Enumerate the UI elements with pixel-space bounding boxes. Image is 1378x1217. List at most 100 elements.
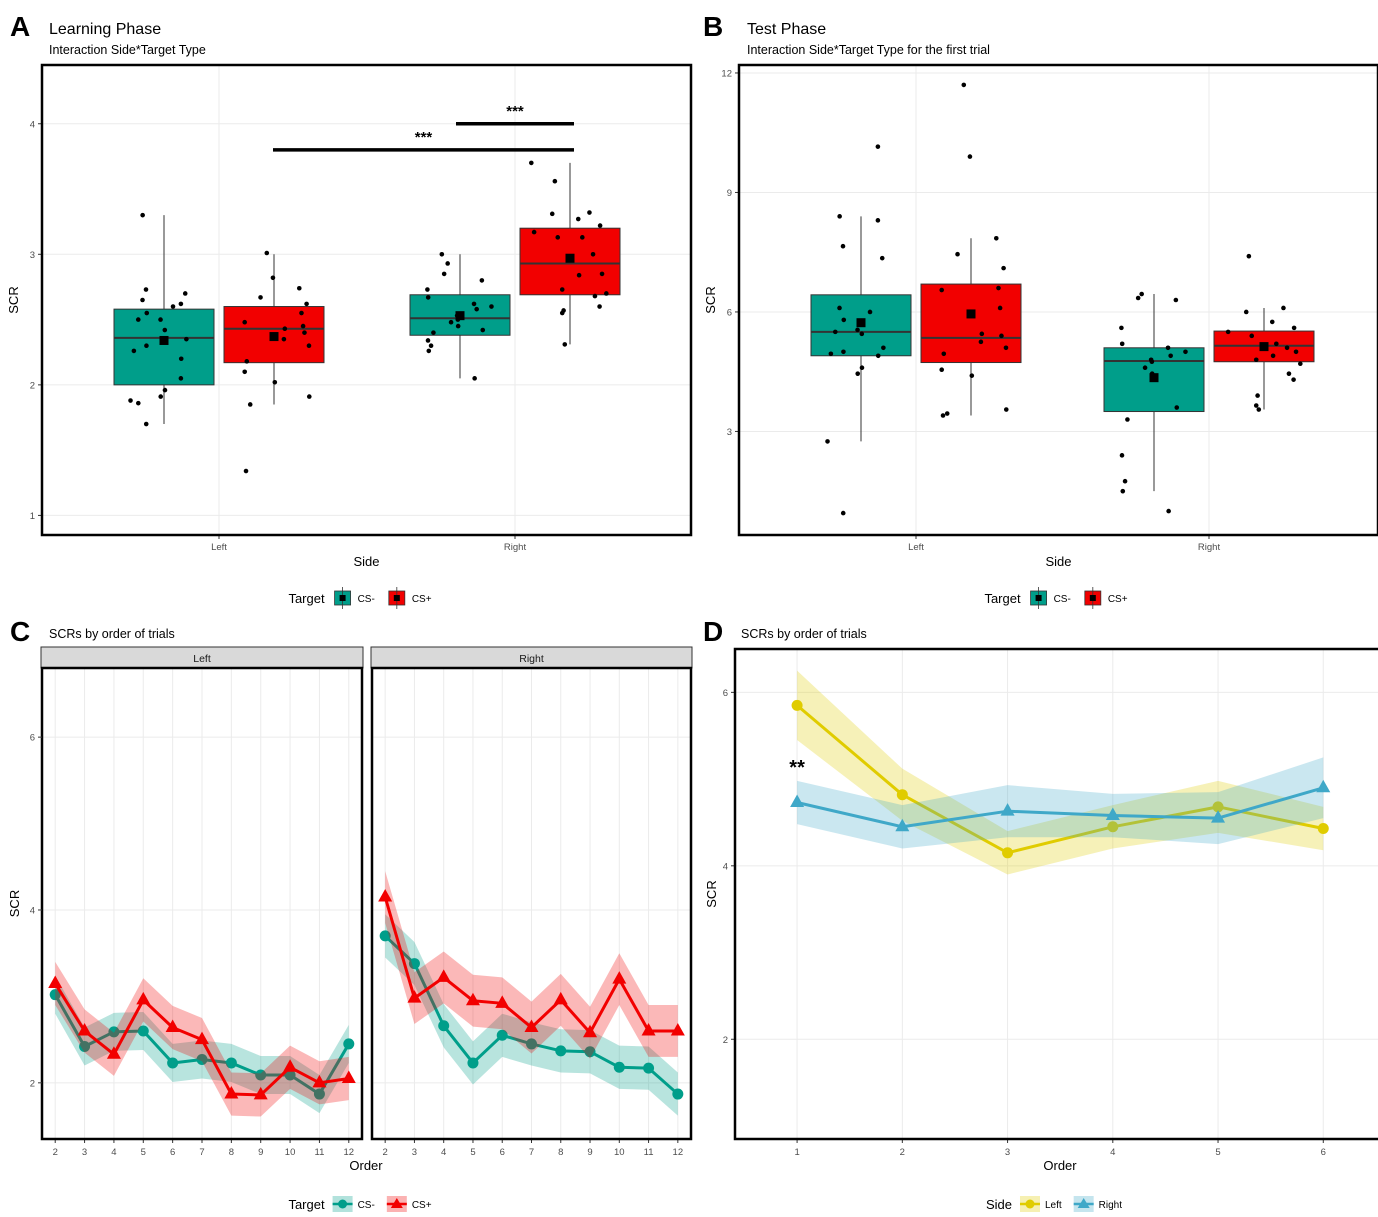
panel-c-point (165, 1019, 180, 1033)
panel-b-data-point (1256, 407, 1262, 412)
panel-d-point (895, 818, 910, 832)
panel-b-title: Test Phase (747, 21, 826, 38)
legend-label: CS- (358, 594, 375, 605)
panel-b-data-point (1274, 341, 1279, 347)
panel-a-data-point (480, 327, 486, 333)
panel-b-data-point (855, 371, 861, 376)
panel-c-point (48, 975, 63, 988)
panel-c-point (255, 1069, 267, 1081)
panel-c-point (436, 969, 451, 982)
panel-a-data-point (243, 468, 249, 474)
panel-b-data-point (855, 327, 860, 333)
panel-b-tick-label-y: 3 (727, 427, 732, 438)
panel-a-data-point (474, 306, 479, 312)
panel-b-data-point (1125, 417, 1130, 422)
panel-d-point (1105, 807, 1120, 821)
panel-c-point (77, 1022, 92, 1036)
panel-b-data-point (1135, 295, 1141, 301)
panel-b-data-point (1165, 345, 1171, 351)
panel-b-data-point (832, 329, 838, 335)
panel-b-data-point (1119, 453, 1125, 458)
panel-b-data-point (1286, 371, 1292, 376)
panel-b-data-point (825, 439, 830, 444)
panel-a-data-point (272, 379, 278, 385)
panel-c-tick-label-y: 2 (30, 1078, 35, 1089)
panel-b-data-point (1243, 309, 1249, 315)
panel-c-confidence-band (385, 914, 678, 1116)
legend-title: Target (288, 591, 325, 606)
panel-b-data-point (1249, 333, 1255, 339)
panel-b-data-point (939, 367, 945, 373)
panel-c-point (283, 1059, 298, 1072)
panel-c-point (108, 1026, 120, 1038)
panel-b-data-point (999, 333, 1004, 339)
panel-a-data-point (184, 336, 189, 342)
panel-a-x-axis-label: Side (353, 554, 379, 569)
panel-b-data-point (939, 287, 944, 293)
panel-a-tick-label-y: 1 (30, 511, 35, 522)
panel-a-data-point (178, 376, 184, 381)
panel-letter-b: B (703, 11, 723, 42)
panel-b-data-point (1148, 357, 1154, 363)
panel-c-point (584, 1046, 596, 1058)
panel-a-data-point (143, 287, 149, 292)
panel-c-point (553, 991, 568, 1005)
panel-b-data-point (941, 351, 947, 357)
panel-a-data-point (529, 160, 534, 166)
panel-c-point (343, 1038, 355, 1050)
legend-title: Side (986, 1197, 1012, 1212)
panel-d-point (1000, 803, 1015, 816)
panel-c-point (313, 1088, 325, 1100)
panel-b-data-point (944, 411, 950, 416)
panel-b-tick-label-x: Right (1198, 542, 1221, 553)
panel-c-point (467, 1057, 479, 1069)
panel-b-data-point (967, 154, 973, 159)
panel-c-tick-label-x: 11 (644, 1147, 654, 1158)
panel-a-data-point (178, 356, 184, 362)
panel-c-point (465, 992, 480, 1006)
panel-b-data-point (841, 349, 846, 355)
panel-b-y-axis-label: SCR (703, 286, 718, 313)
panel-c-point (341, 1070, 356, 1084)
panel-a-data-point (439, 252, 445, 257)
panel-b-data-point (1298, 361, 1303, 367)
panel-c-point (526, 1038, 537, 1050)
panel-a-tick-label-y: 3 (30, 250, 35, 261)
panel-a-data-point (531, 229, 537, 235)
panel-c-point (136, 991, 151, 1005)
panel-b-data-point (1281, 305, 1286, 311)
panel-d-tick-label-x: 5 (1215, 1147, 1220, 1158)
panel-a-tick-label-x: Right (504, 542, 527, 553)
panel-a-data-point (182, 291, 188, 296)
panel-d-x-axis-label: Order (1043, 1158, 1077, 1173)
legend-label: CS+ (412, 594, 432, 605)
panel-b-data-point (828, 351, 834, 357)
panel-a-data-point (281, 336, 287, 342)
panel-d-confidence-band (797, 757, 1324, 849)
panel-a-data-point (306, 343, 312, 348)
panel-b-data-point (1139, 291, 1144, 297)
panel-b-data-point (1003, 345, 1009, 351)
panel-d-point (1107, 821, 1119, 833)
panel-d-tick-label-x: 6 (1321, 1147, 1326, 1158)
panel-d-panel-border (733, 647, 1378, 1141)
panel-b-data-point (1120, 488, 1126, 494)
panel-b-data-point (1119, 341, 1125, 347)
panel-c-tick-label-y: 4 (30, 905, 35, 916)
panel-c-point (643, 1062, 655, 1074)
panel-c-tick-label-x: 4 (111, 1147, 116, 1158)
panel-b-panel-border (737, 63, 1378, 537)
panel-c-point (49, 989, 61, 1001)
panel-c-point (379, 930, 391, 942)
panel-b-tick-label-y: 12 (721, 68, 732, 79)
panel-b-data-point (1119, 325, 1124, 331)
panel-a-mean-marker (159, 335, 169, 345)
panel-c-point (196, 1053, 208, 1065)
panel-b-data-point (875, 218, 881, 223)
panel-c-tick-label-x: 3 (82, 1147, 87, 1158)
panel-c-tick-label-x: 4 (441, 1147, 446, 1158)
panel-letter-a: A (10, 11, 30, 42)
panel-a-data-point (143, 421, 149, 427)
panel-a-data-point (455, 323, 461, 329)
panel-b-data-point (1270, 353, 1276, 359)
